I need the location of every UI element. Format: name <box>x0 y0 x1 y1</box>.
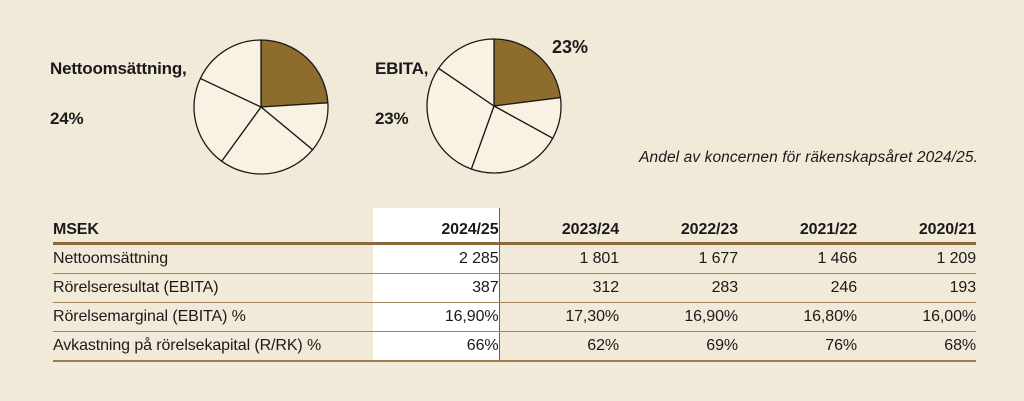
table-row-rorelsemarginal: Rörelsemarginal (EBITA) % 16,90% 17,30% … <box>53 302 976 332</box>
pie-slice-0-highlight <box>493 38 562 107</box>
cell-value-highlight: 2 285 <box>373 243 500 274</box>
pie2-slice-callout: 23% <box>552 37 589 57</box>
pie1-title-line1: Nettoomsättning, <box>50 59 187 78</box>
cell-value: 62% <box>499 331 619 362</box>
pie1-title: Nettoomsättning, 24% <box>50 31 187 131</box>
col-header-2024-25: 2024/25 <box>373 208 500 245</box>
pie-slice-4 <box>199 39 262 108</box>
cell-value: 246 <box>738 273 857 303</box>
pie-slice-2 <box>470 105 554 174</box>
col-header-2023-24: 2023/24 <box>499 208 619 245</box>
row-label: Avkastning på rörelsekapital (R/RK) % <box>53 331 373 362</box>
pie-slice-0-highlight <box>260 39 329 108</box>
col-header-msek: MSEK <box>53 208 373 245</box>
key-figures-table: MSEK 2024/25 2023/24 2022/23 2021/22 202… <box>53 208 976 362</box>
cell-value: 193 <box>857 273 976 303</box>
cell-value: 68% <box>857 331 976 362</box>
col-header-2022-23: 2022/23 <box>619 208 738 245</box>
cell-value-highlight: 16,90% <box>373 302 500 332</box>
col-header-2020-21: 2020/21 <box>857 208 976 245</box>
cell-value: 76% <box>738 331 857 362</box>
pie1-title-line2: 24% <box>50 109 84 128</box>
pie-chart-nettoomsattning <box>193 39 329 175</box>
pie-chart-ebita <box>426 38 562 174</box>
cell-value: 17,30% <box>499 302 619 332</box>
table-row-rorelseresultat: Rörelseresultat (EBITA) 387 312 283 246 … <box>53 273 976 303</box>
cell-value: 1 801 <box>499 243 619 274</box>
table-row-nettoomsattning: Nettoomsättning 2 285 1 801 1 677 1 466 … <box>53 243 976 274</box>
pie-slice-2 <box>220 106 314 175</box>
pie2-title-line2: 23% <box>375 109 409 128</box>
figure-caption: Andel av koncernen för räkenskapsåret 20… <box>639 149 978 166</box>
cell-value: 1 209 <box>857 243 976 274</box>
row-label: Nettoomsättning <box>53 243 373 274</box>
cell-value: 16,90% <box>619 302 738 332</box>
pie2-title-line1: EBITA, <box>375 59 429 78</box>
cell-value: 16,80% <box>738 302 857 332</box>
col-header-2021-22: 2021/22 <box>738 208 857 245</box>
table-header-row: MSEK 2024/25 2023/24 2022/23 2021/22 202… <box>53 208 976 245</box>
cell-value: 1 677 <box>619 243 738 274</box>
row-label: Rörelseresultat (EBITA) <box>53 273 373 303</box>
table-row-avkastning: Avkastning på rörelsekapital (R/RK) % 66… <box>53 331 976 362</box>
cell-value: 1 466 <box>738 243 857 274</box>
pie2-title: EBITA, 23% <box>375 31 428 131</box>
pie-slice-4 <box>437 38 495 107</box>
cell-value: 16,00% <box>857 302 976 332</box>
row-label: Rörelsemarginal (EBITA) % <box>53 302 373 332</box>
cell-value-highlight: 66% <box>373 331 500 362</box>
cell-value-highlight: 387 <box>373 273 500 303</box>
cell-value: 283 <box>619 273 738 303</box>
cell-value: 312 <box>499 273 619 303</box>
cell-value: 69% <box>619 331 738 362</box>
pie-slice-3 <box>426 67 495 170</box>
